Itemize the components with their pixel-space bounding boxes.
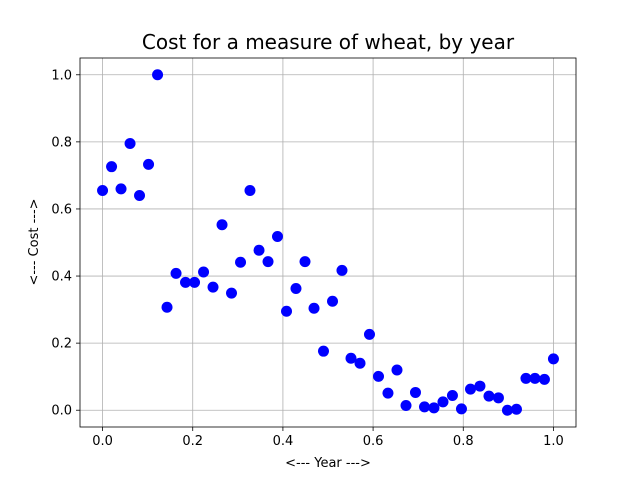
data-point: [207, 281, 219, 293]
data-point: [382, 387, 394, 399]
data-point: [373, 370, 385, 382]
data-point: [244, 185, 256, 197]
data-point: [510, 403, 522, 415]
data-point: [520, 372, 532, 384]
x-tick-label: 0.6: [363, 434, 384, 449]
data-point: [409, 386, 421, 398]
data-point: [216, 219, 228, 231]
data-point: [391, 364, 403, 376]
data-point: [501, 404, 513, 416]
data-point: [290, 282, 302, 294]
data-point: [363, 328, 375, 340]
plot-frame: [79, 57, 577, 428]
data-point: [327, 295, 339, 307]
x-axis-ticks: 0.0 0.2 0.4 0.6 0.8 1.0: [92, 427, 564, 449]
data-point: [418, 401, 430, 413]
data-point: [455, 403, 467, 415]
y-tick-label: 0.6: [51, 202, 72, 217]
data-point: [538, 373, 550, 385]
grid: [80, 58, 576, 427]
data-point: [235, 256, 247, 268]
y-tick-label: 0.0: [51, 404, 72, 419]
data-point: [317, 345, 329, 357]
chart-title: Cost for a measure of wheat, by year: [142, 30, 515, 54]
y-tick-label: 0.4: [51, 270, 72, 285]
data-point: [152, 69, 164, 81]
data-point: [354, 357, 366, 369]
data-point: [483, 390, 495, 402]
x-tick-label: 0.8: [453, 434, 474, 449]
data-point: [345, 352, 357, 364]
data-point: [198, 266, 210, 278]
data-point: [464, 383, 476, 395]
data-point: [547, 353, 559, 365]
data-point: [115, 183, 127, 195]
data-point: [437, 396, 449, 408]
data-point: [170, 267, 182, 279]
y-axis-label: <--- Cost --->: [27, 198, 42, 285]
x-tick-label: 0.4: [273, 434, 294, 449]
y-tick-label: 0.2: [51, 337, 72, 352]
x-axis-label: <--- Year --->: [285, 456, 371, 471]
data-point: [400, 400, 412, 412]
data-point: [262, 256, 274, 268]
data-point: [253, 244, 265, 256]
data-points: [97, 69, 559, 416]
data-point: [161, 301, 173, 313]
data-point: [271, 230, 283, 242]
y-tick-label: 0.8: [51, 135, 72, 150]
data-point: [492, 392, 504, 404]
y-axis-ticks: 0.0 0.2 0.4 0.6 0.8 1.0: [51, 68, 80, 419]
y-tick-label: 1.0: [51, 68, 72, 83]
data-point: [474, 380, 486, 392]
data-point: [143, 158, 155, 170]
x-tick-label: 0.2: [182, 434, 203, 449]
x-tick-label: 1.0: [543, 434, 564, 449]
data-point: [281, 305, 293, 317]
data-point: [134, 190, 146, 202]
data-point: [446, 389, 458, 401]
data-point: [336, 264, 348, 276]
data-point: [299, 256, 311, 268]
data-point: [428, 402, 440, 414]
data-point: [189, 276, 201, 288]
data-point: [106, 161, 118, 173]
data-point: [529, 372, 541, 384]
data-point: [97, 185, 109, 197]
x-tick-label: 0.0: [92, 434, 113, 449]
data-point: [308, 302, 320, 314]
data-point: [226, 287, 238, 299]
data-point: [180, 276, 192, 288]
data-point: [124, 138, 136, 150]
